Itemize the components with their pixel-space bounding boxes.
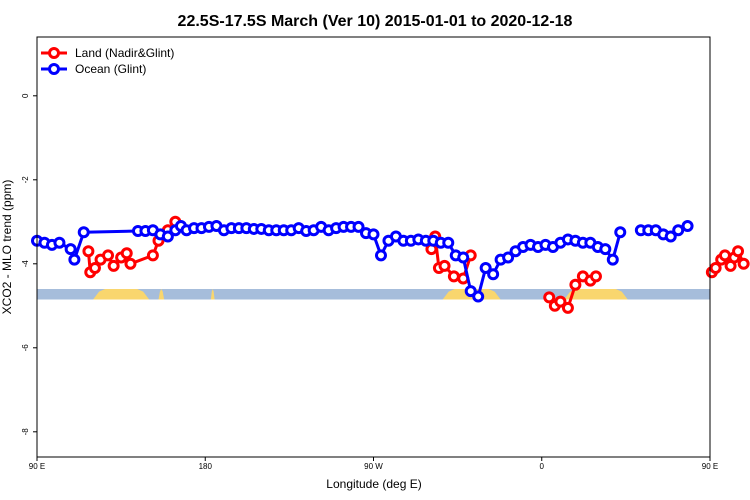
data-point	[124, 257, 137, 270]
data-point	[737, 257, 750, 270]
x-tick-label: 90 E	[29, 462, 45, 471]
data-point	[732, 245, 745, 258]
data-point	[472, 290, 485, 303]
data-point	[374, 249, 387, 262]
y-axis-label: XCO2 - MLO trend (ppm)	[0, 180, 14, 315]
data-point	[53, 236, 66, 249]
land-ocean-mask	[37, 289, 710, 300]
data-point	[64, 243, 77, 256]
data-point	[352, 220, 365, 233]
x-tick-label: 90 W	[364, 462, 383, 471]
y-tick-label: -4	[21, 260, 30, 268]
data-point	[77, 226, 90, 239]
data-point	[614, 226, 627, 239]
data-point	[589, 270, 602, 283]
data-point	[102, 249, 115, 262]
data-point	[68, 253, 81, 266]
land-segment-4	[564, 289, 628, 300]
data-point	[447, 270, 460, 283]
y-tick-label: -8	[21, 428, 30, 436]
land-segment-0	[93, 289, 150, 300]
data-point	[438, 259, 451, 272]
data-point	[554, 295, 567, 308]
data-point	[599, 243, 612, 256]
data-point	[543, 291, 556, 304]
data-point	[442, 236, 455, 249]
data-point	[718, 249, 731, 262]
data-point	[487, 268, 500, 281]
series-ocean	[31, 220, 694, 303]
y-tick-label: 0	[21, 93, 30, 98]
data-point	[120, 247, 133, 260]
x-tick-label: 0	[540, 462, 545, 471]
legend: Land (Nadir&Glint) Ocean (Glint)	[41, 46, 174, 76]
x-tick-label: 90 E	[702, 462, 718, 471]
data-point	[502, 251, 515, 264]
data-point	[107, 259, 120, 272]
data-point	[146, 249, 159, 262]
data-point	[664, 230, 677, 243]
data-point	[606, 253, 619, 266]
data-point	[561, 301, 574, 314]
chart-title: 22.5S-17.5S March (Ver 10) 2015-01-01 to…	[178, 13, 573, 30]
x-tick-label: 180	[199, 462, 213, 471]
data-point	[464, 285, 477, 298]
legend-marker-ocean	[48, 63, 60, 75]
series-land	[82, 215, 750, 314]
y-axis: 0 -2 -4 -6 -8	[21, 93, 37, 435]
data-point	[88, 262, 101, 274]
data-point	[672, 224, 685, 237]
data-point	[161, 230, 174, 243]
data-point	[457, 251, 470, 264]
data-point	[82, 245, 95, 258]
legend-label-land: Land (Nadir&Glint)	[75, 46, 174, 60]
y-tick-label: -2	[21, 176, 30, 184]
ocean-band	[37, 289, 710, 300]
legend-marker-land	[48, 47, 60, 59]
data-point	[569, 278, 582, 291]
y-tick-label: -6	[21, 344, 30, 352]
data-point	[681, 220, 694, 232]
x-axis-label: Longitude (deg E)	[326, 477, 421, 491]
data-point	[709, 262, 722, 274]
x-axis: 90 E 180 90 W 0 90 E	[29, 457, 718, 471]
data-point	[367, 228, 380, 241]
land-segment-1	[158, 289, 165, 300]
land-segment-2	[210, 289, 215, 300]
series-layer	[31, 215, 750, 314]
data-point	[479, 262, 492, 274]
legend-label-ocean: Ocean (Glint)	[75, 62, 146, 76]
